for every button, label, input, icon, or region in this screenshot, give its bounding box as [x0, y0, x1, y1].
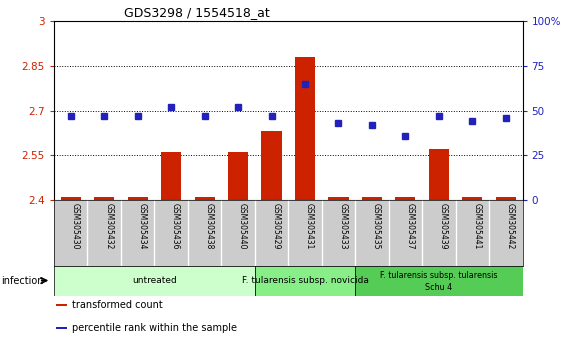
Bar: [496, 197, 516, 200]
Bar: [54, 266, 255, 296]
Text: GSM305432: GSM305432: [104, 203, 113, 250]
Text: GSM305429: GSM305429: [272, 203, 281, 250]
Text: GSM305431: GSM305431: [305, 203, 314, 250]
Text: GSM305441: GSM305441: [473, 203, 481, 250]
Text: percentile rank within the sample: percentile rank within the sample: [72, 323, 237, 333]
Text: GSM305440: GSM305440: [238, 203, 247, 250]
Bar: [94, 197, 114, 200]
Bar: [255, 266, 355, 296]
Text: GSM305437: GSM305437: [406, 203, 415, 250]
Text: F. tularensis subsp. tularensis: F. tularensis subsp. tularensis: [380, 270, 498, 280]
Text: untreated: untreated: [132, 276, 177, 285]
Text: GSM305438: GSM305438: [204, 203, 214, 250]
Bar: [429, 149, 449, 200]
Text: GSM305430: GSM305430: [70, 203, 80, 250]
Bar: [462, 197, 482, 200]
Bar: [56, 304, 66, 306]
Bar: [261, 131, 282, 200]
Text: GSM305435: GSM305435: [372, 203, 381, 250]
Text: infection: infection: [1, 275, 44, 286]
Bar: [228, 152, 248, 200]
Text: GSM305442: GSM305442: [506, 203, 515, 250]
Text: GSM305434: GSM305434: [137, 203, 147, 250]
Text: Schu 4: Schu 4: [425, 282, 453, 292]
Bar: [61, 197, 81, 200]
Text: GSM305433: GSM305433: [339, 203, 348, 250]
Bar: [395, 197, 415, 200]
Text: GSM305439: GSM305439: [439, 203, 448, 250]
Text: transformed count: transformed count: [72, 300, 162, 310]
Bar: [362, 197, 382, 200]
Text: GSM305436: GSM305436: [171, 203, 180, 250]
Text: GDS3298 / 1554518_at: GDS3298 / 1554518_at: [124, 6, 270, 19]
Bar: [56, 327, 66, 329]
Bar: [328, 197, 349, 200]
Bar: [295, 57, 315, 200]
Text: F. tularensis subsp. novicida: F. tularensis subsp. novicida: [241, 276, 369, 285]
Bar: [161, 152, 181, 200]
Bar: [194, 197, 215, 200]
Bar: [128, 197, 148, 200]
Bar: [355, 266, 523, 296]
